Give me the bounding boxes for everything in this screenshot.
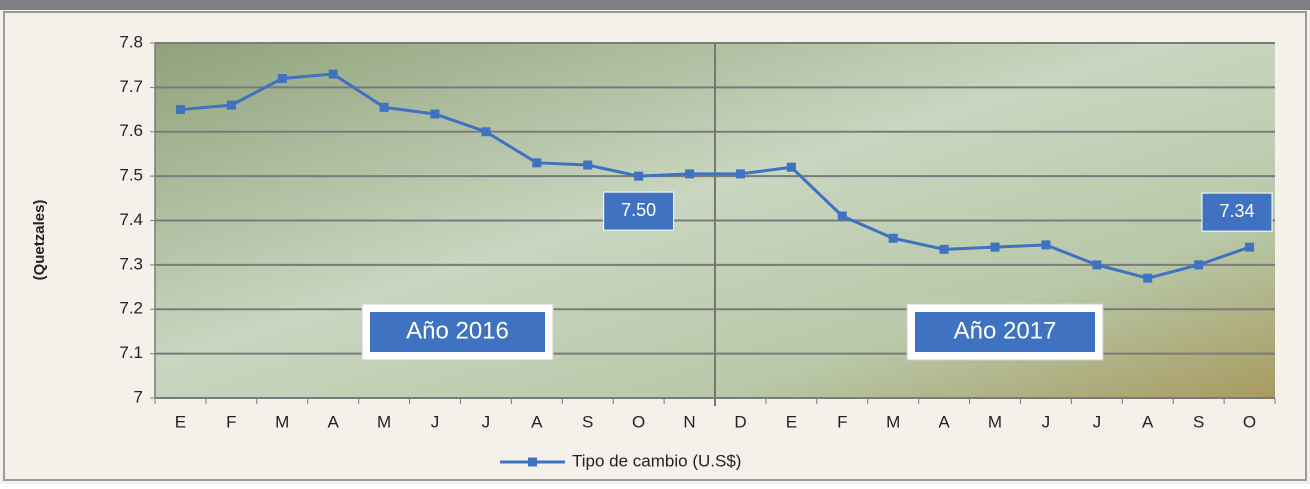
data-point (889, 234, 898, 243)
data-point (685, 169, 694, 178)
y-tick-label: 7.6 (119, 121, 143, 140)
x-tick-label: J (1042, 412, 1051, 431)
legend-marker (528, 458, 537, 467)
data-point (991, 243, 1000, 252)
x-tick-label: J (1093, 412, 1102, 431)
top-bar (0, 0, 1310, 10)
data-point (1194, 260, 1203, 269)
y-tick-label: 7 (134, 387, 143, 406)
y-tick-label: 7.3 (119, 254, 143, 273)
y-tick-label: 7.5 (119, 166, 143, 185)
y-axis-label: (Quetzales) (31, 200, 48, 281)
y-tick-label: 7.7 (119, 77, 143, 96)
data-point (329, 70, 338, 79)
x-tick-label: N (683, 412, 695, 431)
data-point (278, 74, 287, 83)
value-label: 7.50 (621, 200, 656, 220)
x-tick-label: E (786, 412, 797, 431)
x-tick-label: M (377, 412, 391, 431)
data-point (736, 169, 745, 178)
x-tick-label: M (886, 412, 900, 431)
x-tick-label: J (431, 412, 440, 431)
x-tick-label: A (938, 412, 950, 431)
data-point (634, 172, 643, 181)
x-tick-label: O (1243, 412, 1256, 431)
y-tick-label: 7.1 (119, 343, 143, 362)
data-point (176, 105, 185, 114)
data-point (532, 158, 541, 167)
x-tick-label: S (1193, 412, 1204, 431)
data-point (431, 110, 440, 119)
x-tick-label: E (175, 412, 186, 431)
chart: (Quetzales) 7 7.1 7.2 7.3 7.4 7.5 7.6 7.7 7.8 E F M… (0, 0, 1310, 484)
x-tick-label: O (632, 412, 645, 431)
data-point (1092, 260, 1101, 269)
x-tick-label: S (582, 412, 593, 431)
data-point (1041, 240, 1050, 249)
x-tick-label: J (482, 412, 491, 431)
data-point (481, 127, 490, 136)
data-point (940, 245, 949, 254)
legend-label: Tipo de cambio (U.S$) (572, 451, 741, 470)
data-point (838, 212, 847, 221)
x-tick-label: D (734, 412, 746, 431)
data-point (787, 163, 796, 172)
data-point (1143, 274, 1152, 283)
x-tick-label: M (988, 412, 1002, 431)
x-tick-label: A (531, 412, 543, 431)
y-tick-label: 7.4 (119, 210, 143, 229)
y-tick-label: 7.8 (119, 32, 143, 51)
data-point (380, 103, 389, 112)
x-tick-label: A (328, 412, 340, 431)
y-tick-label: 7.2 (119, 299, 143, 318)
x-tick-label: F (226, 412, 236, 431)
annotation: Año 2016 (406, 317, 509, 344)
annotation: Año 2017 (954, 317, 1057, 344)
x-tick-label: M (275, 412, 289, 431)
data-point (1245, 243, 1254, 252)
x-tick-label: F (837, 412, 847, 431)
data-point (583, 161, 592, 170)
value-label: 7.34 (1219, 201, 1254, 221)
data-point (227, 101, 236, 110)
x-tick-label: A (1142, 412, 1154, 431)
